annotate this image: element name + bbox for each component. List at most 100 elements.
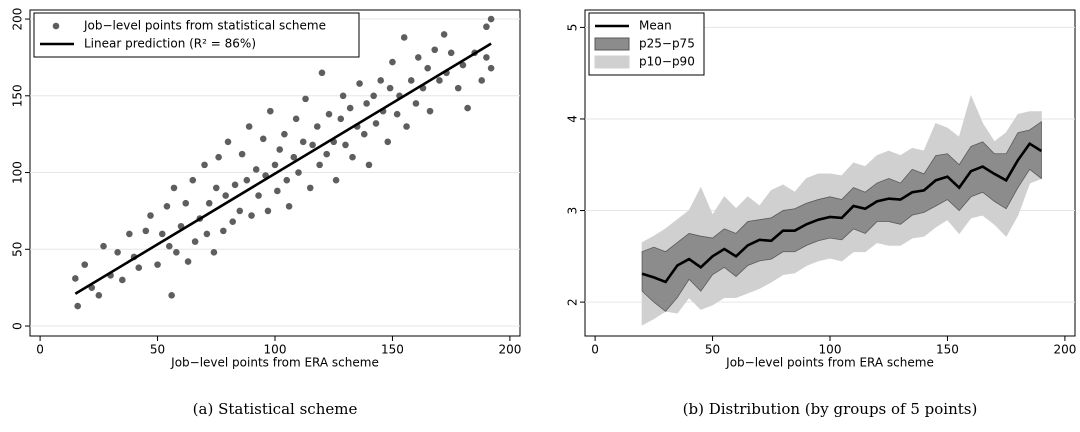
scatter-point <box>389 58 396 66</box>
scatter-point <box>414 54 422 61</box>
scatter-point <box>189 176 197 184</box>
scatter-point <box>424 64 431 72</box>
x-tick-label: 0 <box>591 343 599 357</box>
line <box>74 42 492 295</box>
scatter-point <box>126 230 133 238</box>
scatter-point <box>323 150 330 158</box>
scatter-point <box>95 292 103 299</box>
scatter-point <box>365 161 373 169</box>
y-tick-label: 100 <box>11 161 25 184</box>
scatter-point <box>184 258 192 265</box>
x-tick-label: 50 <box>150 343 165 357</box>
scatter-point <box>170 184 178 192</box>
scatter-point <box>212 184 220 192</box>
scatter-point <box>346 104 354 112</box>
scatter-point <box>325 110 333 118</box>
scatter-point <box>147 212 154 219</box>
scatter-point <box>464 104 471 112</box>
scatter-point <box>236 207 244 215</box>
scatter-point <box>243 176 251 184</box>
scatter-point <box>384 138 392 146</box>
scatter-point <box>231 181 239 189</box>
scatter-point <box>292 115 300 123</box>
scatter-point <box>447 49 455 57</box>
scatter-point <box>487 64 495 72</box>
scatter-point <box>309 141 316 149</box>
scatter-point <box>393 110 401 118</box>
line <box>641 141 1043 284</box>
x-tick-label: 200 <box>498 343 521 357</box>
scatter-point <box>264 207 272 215</box>
panel: 0 50 100 150 200 0 50 100 150 200 Job−level points… <box>11 8 522 418</box>
legend-label: Job−level points from statistical scheme <box>83 19 326 33</box>
y-tick-label: 3 <box>566 207 580 215</box>
scatter-point <box>142 227 150 235</box>
scatter-point <box>283 176 291 184</box>
y-tick-label: 200 <box>11 8 25 31</box>
scatter-point <box>182 199 190 207</box>
scatter-point <box>248 212 255 219</box>
scatter-point <box>459 61 467 69</box>
legend-label: Mean <box>639 19 672 33</box>
scatter-point <box>203 230 211 238</box>
scatter-point <box>483 23 490 31</box>
scatter-point <box>290 153 298 161</box>
legend-marker <box>52 22 60 30</box>
scatter-point <box>337 115 345 123</box>
scatter-point <box>173 249 180 256</box>
scatter-point <box>360 130 368 138</box>
scatter-point <box>191 238 199 245</box>
scatter-point <box>252 166 260 173</box>
scatter-point <box>302 95 309 103</box>
x-axis-label: Job−level points from ERA scheme <box>170 356 379 370</box>
scatter-point <box>255 192 262 199</box>
scatter-point <box>313 123 321 130</box>
scatter-point <box>426 107 434 115</box>
scatter-point <box>318 69 326 77</box>
scatter-point <box>440 31 448 38</box>
x-tick-label: 200 <box>1053 343 1076 357</box>
scatter-point <box>114 249 121 256</box>
scatter-point <box>238 150 246 158</box>
y-tick-label: 5 <box>566 24 580 32</box>
caption: (a) Statistical scheme <box>193 400 358 418</box>
legend-label: Linear prediction (R² = 86%) <box>84 37 256 51</box>
scatter-point <box>119 276 126 284</box>
scatter-point <box>356 80 363 87</box>
scatter-point <box>259 135 267 143</box>
scatter-point <box>332 176 340 184</box>
legend-swatch <box>594 55 630 69</box>
scatter-point <box>342 141 349 149</box>
y-tick-label: 0 <box>11 322 25 330</box>
scatter-point <box>370 92 377 100</box>
scatter-point <box>220 227 227 235</box>
scatter-point <box>377 77 385 84</box>
caption: (b) Distribution (by groups of 5 points) <box>683 400 978 418</box>
scatter-point <box>158 230 166 238</box>
scatter-point <box>205 199 213 207</box>
scatter-point <box>306 184 314 192</box>
scatter-point <box>74 302 81 310</box>
scatter-point <box>403 123 410 130</box>
scatter-point <box>215 153 222 161</box>
x-tick-label: 100 <box>264 343 287 357</box>
y-tick-label: 150 <box>11 84 25 107</box>
scatter-point <box>81 261 89 268</box>
scatter-point <box>168 292 175 299</box>
y-tick-label: 50 <box>11 242 25 257</box>
legend-label: p25−p75 <box>639 37 695 51</box>
scatter-point <box>274 187 281 195</box>
scatter-point <box>363 100 370 107</box>
legend-swatch <box>594 37 630 51</box>
scatter-point <box>224 138 232 146</box>
scatter-point <box>349 153 356 161</box>
scatter-point <box>135 264 143 271</box>
y-tick-label: 4 <box>566 115 580 123</box>
scatter-point <box>267 107 274 115</box>
scatter-point <box>407 77 415 84</box>
scatter-point <box>210 249 218 256</box>
scatter-point <box>271 161 279 169</box>
scatter-point <box>386 84 394 92</box>
scatter-point <box>372 120 380 127</box>
